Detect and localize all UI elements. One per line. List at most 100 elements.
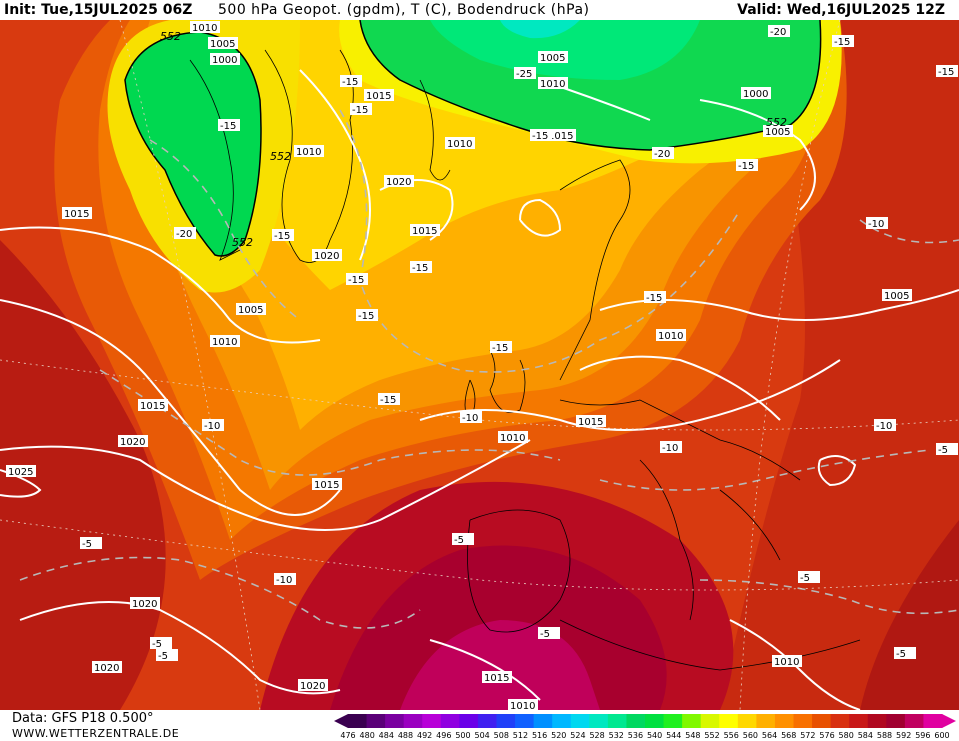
temperature-label: -10 <box>462 413 478 424</box>
legend-swatch <box>774 714 794 728</box>
legend-swatch <box>682 714 702 728</box>
color-legend-ticks: 476 480 484 488 492 496 500 504 508 512 516 520 524 5… <box>340 731 949 739</box>
site-url: WWW.WETTERZENTRALE.DE <box>12 727 180 740</box>
temperature-label: -5 <box>938 445 948 456</box>
legend-swatch <box>496 714 516 728</box>
pressure-label: 1015 <box>314 480 339 491</box>
geopotential-label: 552 <box>232 236 253 249</box>
legend-tick-label: 496 <box>436 731 451 739</box>
temperature-label: -15 <box>220 121 236 132</box>
legend-swatch <box>422 714 442 728</box>
pressure-label: 1010 <box>500 433 525 444</box>
temperature-label: -15 <box>738 161 754 172</box>
temperature-label: -20 <box>770 27 786 38</box>
geopotential-label: 552 <box>766 116 787 129</box>
legend-swatch <box>849 714 869 728</box>
pressure-label: 1005 <box>884 291 909 302</box>
pressure-label: 1000 <box>212 55 237 66</box>
legend-tick-label: 572 <box>800 731 815 739</box>
legend-tick-label: 540 <box>647 731 662 739</box>
legend-tick-label: 568 <box>781 731 796 739</box>
pressure-label: 1015 <box>548 131 573 142</box>
legend-tick-label: 488 <box>398 731 413 739</box>
legend-tick-label: 520 <box>551 731 566 739</box>
legend-tick-label: 580 <box>839 731 854 739</box>
temperature-label: -5 <box>152 639 162 650</box>
pressure-label: 1010 <box>658 331 683 342</box>
pressure-label: 1005 <box>238 305 263 316</box>
legend-swatch <box>385 714 405 728</box>
legend-swatch <box>533 714 553 728</box>
low-greenland <box>125 32 261 256</box>
legend-swatch <box>663 714 683 728</box>
legend-arrow-left <box>334 714 348 728</box>
pressure-label: 1015 <box>366 91 391 102</box>
valid-time: Valid: Wed,16JUL2025 12Z <box>737 2 945 18</box>
data-source: Data: GFS P18 0.500° <box>12 711 154 726</box>
legend-swatch <box>477 714 497 728</box>
pressure-label: 1015 <box>64 209 89 220</box>
geopotential-label: 552 <box>160 30 181 43</box>
pressure-label: 1020 <box>300 681 325 692</box>
temperature-label: -15 <box>646 293 662 304</box>
isotherms <box>19 109 959 629</box>
legend-swatch <box>812 714 832 728</box>
pressure-label: 1010 <box>447 139 472 150</box>
temperature-label: -5 <box>82 539 92 550</box>
east-field <box>720 20 959 710</box>
temperature-label: -15 <box>834 37 850 48</box>
map-header: Init: Tue,15JUL2025 06Z 500 hPa Geopot. … <box>0 0 959 20</box>
pressure-label: 1020 <box>132 599 157 610</box>
temperature-label: -5 <box>896 649 906 660</box>
pressure-labels: 1010 1005 1000 1015 1010 1020 1015 1020 … <box>6 21 912 710</box>
temperature-labels: -15 -15 -15 -20 -15 -15 -15 -15 -15 -15 … <box>80 25 958 662</box>
pressure-label: 1000 <box>743 89 768 100</box>
legend-swatch <box>886 714 906 728</box>
temperature-label: -5 <box>454 535 464 546</box>
weather-map: 1010 1005 1000 1015 1010 1020 1015 1020 … <box>0 20 959 710</box>
temperature-label: -5 <box>800 573 810 584</box>
legend-swatch <box>645 714 665 728</box>
legend-tick-label: 600 <box>934 731 949 739</box>
map-title: 500 hPa Geopot. (gpdm), T (C), Bodendruc… <box>218 2 590 18</box>
pressure-label: 1025 <box>8 467 33 478</box>
legend-tick-label: 576 <box>819 731 834 739</box>
legend-swatch <box>756 714 776 728</box>
temperature-label: -20 <box>176 229 192 240</box>
pressure-label: 1005 <box>210 39 235 50</box>
heat-dome-core <box>400 620 600 710</box>
legend-tick-label: 512 <box>513 731 528 739</box>
temperature-label: -15 <box>352 105 368 116</box>
init-time: Init: Tue,15JUL2025 06Z <box>4 2 193 18</box>
legend-swatch <box>737 714 757 728</box>
isobars <box>0 69 959 710</box>
pressure-label: 1005 <box>765 127 790 138</box>
legend-tick-label: 532 <box>609 731 624 739</box>
pressure-label: 1010 <box>774 657 799 668</box>
geopotential-labels: 552 552 552 552 <box>160 30 787 249</box>
temperature-label: -15 <box>412 263 428 274</box>
legend-tick-label: 524 <box>570 731 585 739</box>
legend-tick-label: 592 <box>896 731 911 739</box>
temperature-label: -15 <box>938 67 954 78</box>
pressure-label: 1010 <box>212 337 237 348</box>
legend-swatch <box>552 714 572 728</box>
pressure-label: 1005 <box>540 53 565 64</box>
temperature-label: -5 <box>540 629 550 640</box>
legend-tick-label: 484 <box>379 731 394 739</box>
legend-tick-label: 548 <box>685 731 700 739</box>
legend-tick-label: 536 <box>628 731 643 739</box>
temperature-label: -20 <box>654 149 670 160</box>
legend-swatch <box>830 714 850 728</box>
legend-tick-label: 476 <box>340 731 355 739</box>
legend-tick-label: 552 <box>704 731 719 739</box>
legend-tick-label: 556 <box>724 731 739 739</box>
legend-swatch <box>348 714 368 728</box>
pressure-label: 1015 <box>484 673 509 684</box>
legend-tick-label: 516 <box>532 731 547 739</box>
pressure-label: 1020 <box>120 437 145 448</box>
temperature-label: -15 <box>342 77 358 88</box>
pressure-label: 1020 <box>94 663 119 674</box>
geopotential-label: 552 <box>270 150 291 163</box>
pressure-label: 1010 <box>540 79 565 90</box>
